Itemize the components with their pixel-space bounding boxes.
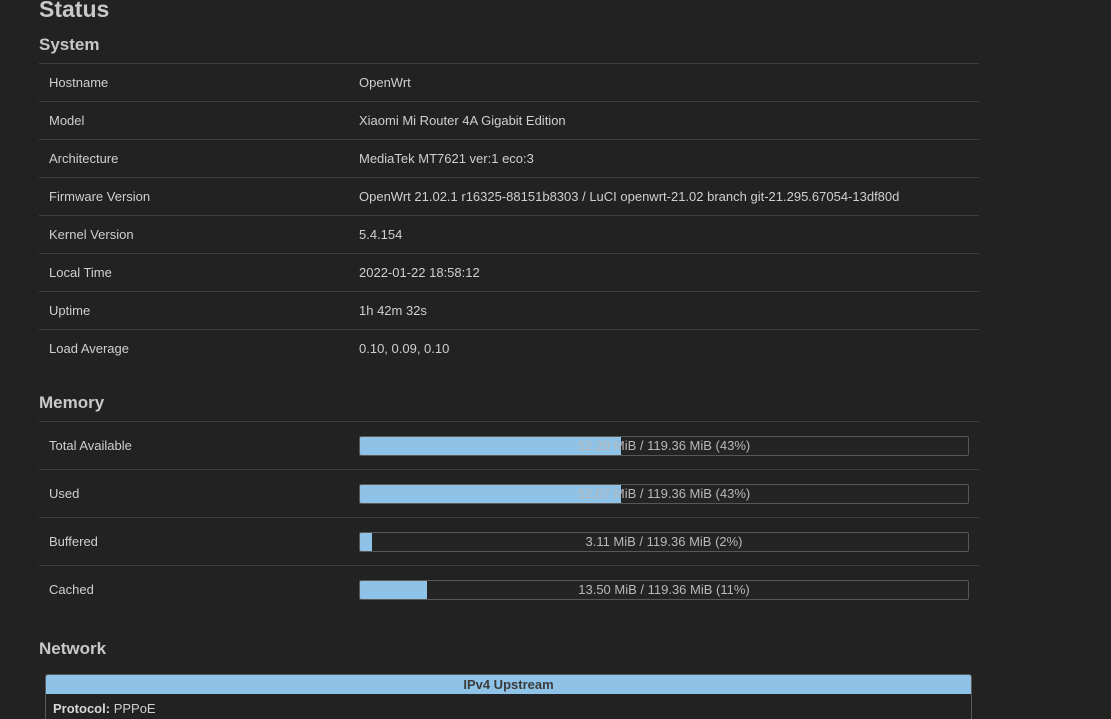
- memory-row-buffered: Buffered 3.11 MiB / 119.36 MiB (2%): [39, 517, 979, 565]
- row-label: Total Available: [49, 438, 132, 453]
- memory-row-total-available: Total Available 52.29 MiB / 119.36 MiB (…: [39, 421, 979, 469]
- progress-fill: [360, 437, 622, 455]
- progress-fill: [360, 533, 373, 551]
- system-section-title: System: [39, 35, 100, 54]
- memory-progress-bar: 52.29 MiB / 119.36 MiB (43%): [359, 436, 969, 456]
- row-label: Local Time: [49, 265, 112, 280]
- row-label: Uptime: [49, 303, 91, 318]
- row-label: Kernel Version: [49, 227, 134, 242]
- row-label: Used: [49, 486, 80, 501]
- system-row-load-average: Load Average 0.10, 0.09, 0.10: [39, 329, 979, 367]
- protocol-line: Protocol: PPPoE: [46, 694, 971, 719]
- progress-text: 52.07 MiB / 119.36 MiB (43%): [577, 486, 751, 501]
- memory-table: Total Available 52.29 MiB / 119.36 MiB (…: [39, 421, 979, 613]
- ipv4-upstream-box: IPv4 Upstream Protocol: PPPoE: [45, 674, 972, 719]
- memory-progress-bar: 13.50 MiB / 119.36 MiB (11%): [359, 580, 969, 600]
- row-label: Firmware Version: [49, 189, 151, 204]
- progress-text: 52.29 MiB / 119.36 MiB (43%): [577, 438, 751, 453]
- progress-text: 13.50 MiB / 119.36 MiB (11%): [578, 582, 750, 597]
- memory-row-used: Used 52.07 MiB / 119.36 MiB (43%): [39, 469, 979, 517]
- page-title: Status: [39, 0, 110, 22]
- system-row-hostname: Hostname OpenWrt: [39, 63, 979, 101]
- system-row-firmware-version: Firmware Version OpenWrt 21.02.1 r16325-…: [39, 177, 979, 215]
- progress-text: 3.11 MiB / 119.36 MiB (2%): [585, 534, 743, 549]
- protocol-value: PPPoE: [113, 701, 156, 716]
- ipv4-upstream-header: IPv4 Upstream: [46, 675, 971, 694]
- progress-fill: [360, 581, 427, 599]
- row-value: 5.4.154: [359, 227, 403, 242]
- system-table: Hostname OpenWrt Model Xiaomi Mi Router …: [39, 63, 979, 367]
- row-value: Xiaomi Mi Router 4A Gigabit Edition: [359, 113, 566, 128]
- memory-section-title: Memory: [39, 393, 105, 412]
- row-label: Cached: [49, 582, 94, 597]
- memory-row-cached: Cached 13.50 MiB / 119.36 MiB (11%): [39, 565, 979, 613]
- row-value: 2022-01-22 18:58:12: [359, 265, 480, 280]
- row-label: Hostname: [49, 75, 109, 90]
- system-row-kernel-version: Kernel Version 5.4.154: [39, 215, 979, 253]
- row-value: OpenWrt 21.02.1 r16325-88151b8303 / LuCI…: [359, 189, 900, 204]
- row-value: OpenWrt: [359, 75, 411, 90]
- row-label: Load Average: [49, 341, 129, 356]
- system-row-local-time: Local Time 2022-01-22 18:58:12: [39, 253, 979, 291]
- network-section-title: Network: [39, 639, 107, 658]
- row-value: 1h 42m 32s: [359, 303, 427, 318]
- row-label: Architecture: [49, 151, 119, 166]
- row-value: 0.10, 0.09, 0.10: [359, 341, 450, 356]
- memory-progress-bar: 3.11 MiB / 119.36 MiB (2%): [359, 532, 969, 552]
- memory-progress-bar: 52.07 MiB / 119.36 MiB (43%): [359, 484, 969, 504]
- row-label: Buffered: [49, 534, 98, 549]
- protocol-label: Protocol:: [53, 701, 111, 716]
- progress-fill: [360, 485, 622, 503]
- row-value: MediaTek MT7621 ver:1 eco:3: [359, 151, 534, 166]
- system-row-model: Model Xiaomi Mi Router 4A Gigabit Editio…: [39, 101, 979, 139]
- system-row-uptime: Uptime 1h 42m 32s: [39, 291, 979, 329]
- system-row-architecture: Architecture MediaTek MT7621 ver:1 eco:3: [39, 139, 979, 177]
- row-label: Model: [49, 113, 85, 128]
